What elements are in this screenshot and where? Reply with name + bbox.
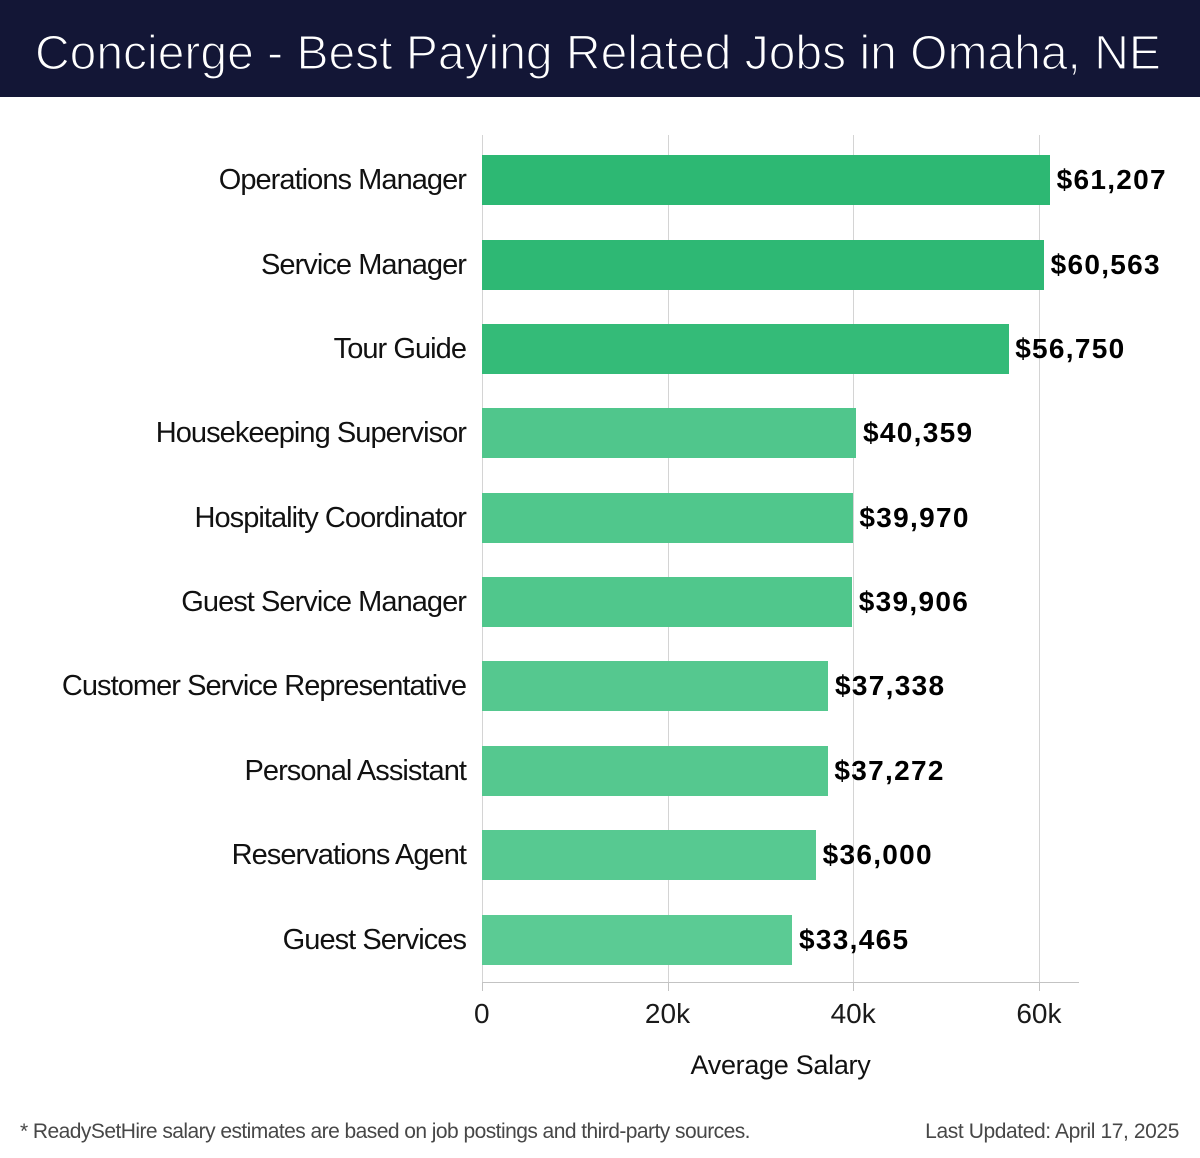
svg-text:Concierge - Best Paying Relate: Concierge - Best Paying Related Jobs in … [35,27,1161,80]
